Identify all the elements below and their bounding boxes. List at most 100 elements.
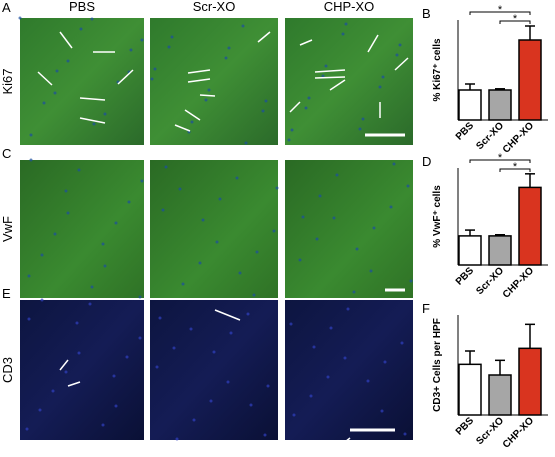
speck [395,53,399,57]
x-tick-label: PBS [454,415,477,438]
speck [167,45,171,49]
speck [372,226,376,230]
speck [264,99,268,103]
micrograph [285,160,413,298]
arrow [314,69,346,73]
speck [90,17,94,21]
speck [138,295,142,299]
row-label: Ki67 [0,68,15,94]
arrow [117,69,134,85]
bar [488,235,512,266]
speck [29,158,33,162]
speck [178,187,182,191]
speck [218,197,222,201]
significance-bracket [469,159,531,163]
speck [114,221,118,225]
speck [158,316,162,320]
speck [398,43,402,47]
column-label: PBS [69,0,95,14]
arrow [199,94,216,97]
arrow [257,31,271,43]
arrow [394,57,409,71]
speck [172,346,176,350]
speck [244,141,248,145]
speck [409,279,413,283]
panel-letter: B [422,6,431,21]
speck [366,379,370,383]
speck [341,32,345,36]
speck [403,432,407,436]
bar [458,89,482,121]
arrow [79,117,106,124]
y-axis-label: CD3+ Cells per HPF [432,318,443,412]
x-tick-label: CHP-XO [501,415,536,450]
speck [249,403,253,407]
speck [212,350,216,354]
speck [90,285,94,289]
speck [304,106,308,110]
bar [458,235,482,266]
significance-bracket [499,20,531,24]
arrow [299,39,313,46]
speck [204,98,208,102]
speck [101,423,105,427]
speck [27,274,31,278]
speck [140,179,144,183]
speck [381,75,385,79]
column-label: Scr-XO [193,0,236,14]
arrow [184,109,201,121]
micrograph [20,18,144,145]
speck [40,253,44,257]
bar [518,347,542,416]
speck [346,307,350,311]
speck [226,380,230,384]
speck [190,120,194,124]
speck [164,165,168,169]
speck [103,112,107,116]
panel-letter: C [2,146,11,161]
speck [140,38,144,42]
speck [369,269,373,273]
speck [25,427,29,431]
speck [51,389,55,393]
micrograph [150,300,278,440]
x-tick-label: CHP-XO [501,120,536,155]
speck [66,59,70,63]
speck [79,27,83,31]
speck [64,189,68,193]
significance-star: * [513,161,518,173]
column-label: CHP-XO [324,0,375,14]
arrow [289,101,301,113]
speck [53,232,57,236]
speck [301,215,305,219]
speck [150,77,154,81]
speck [207,88,211,92]
speck [40,298,44,302]
panel-letter: F [422,301,430,316]
speck [246,312,250,316]
speck [290,128,294,132]
speck [77,351,81,355]
arrow [59,31,73,49]
row-label: CD3 [0,357,15,383]
bar [488,89,512,121]
speck [53,91,57,95]
row-label: VwF [0,216,15,242]
speck [227,46,231,50]
speck [289,322,293,326]
speck [312,345,316,349]
speck [125,355,129,359]
speck [261,109,265,113]
speck [352,290,356,294]
speck [55,69,59,73]
speck [380,409,384,413]
speck [272,229,276,233]
speck [153,67,157,71]
speck [192,418,196,422]
significance-star: * [498,4,503,16]
speck [235,176,239,180]
speck [400,341,404,345]
panel-letter: D [422,154,431,169]
speck [252,293,256,297]
